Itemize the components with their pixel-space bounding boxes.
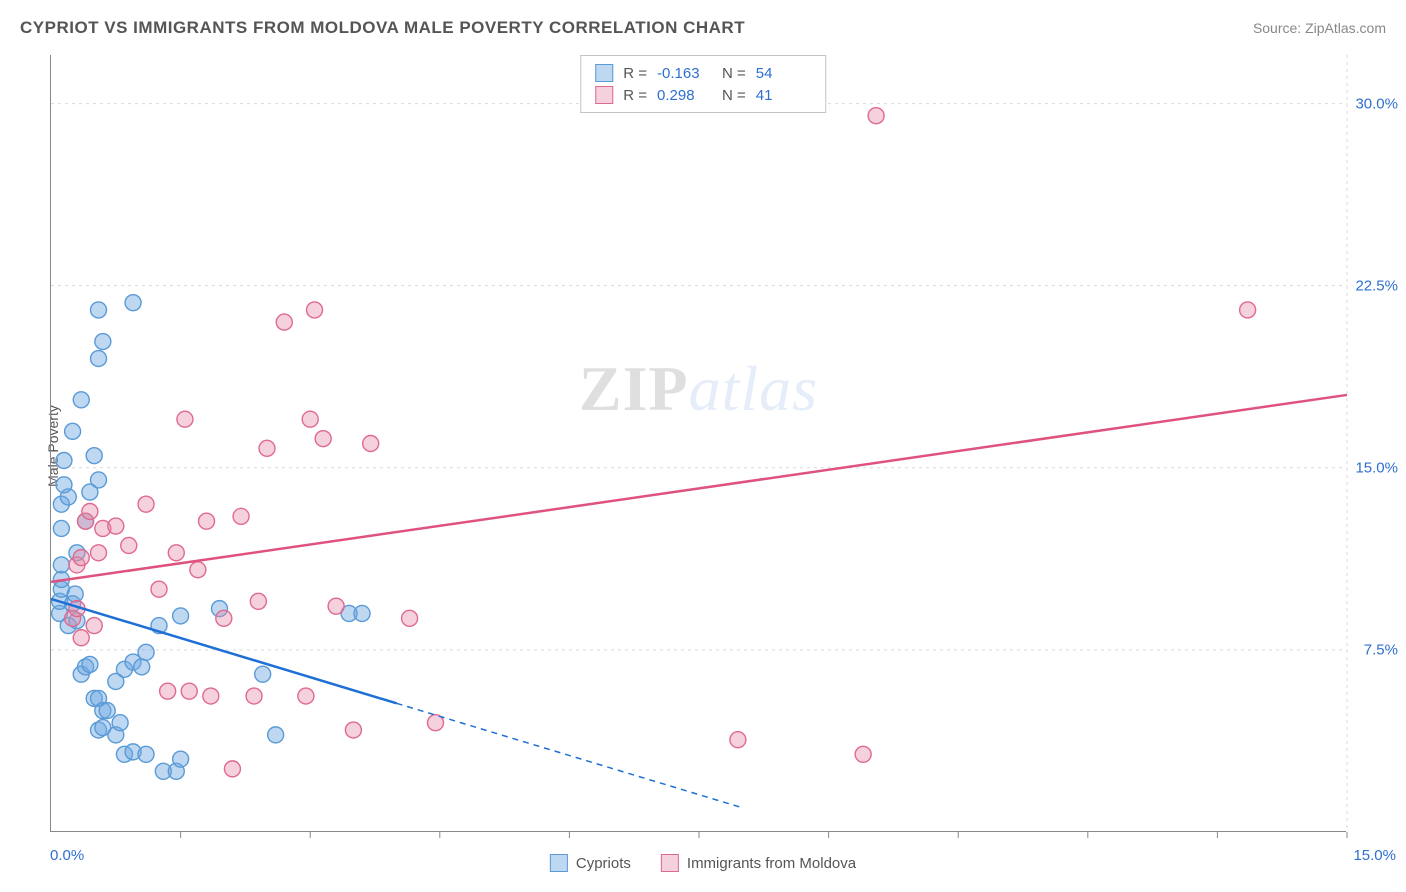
point-moldova xyxy=(730,732,746,748)
bottom-legend: Cypriots Immigrants from Moldova xyxy=(550,854,856,872)
point-cypriot xyxy=(73,392,89,408)
stats-legend-box: R = -0.163 N = 54 R = 0.298 N = 41 xyxy=(580,55,826,113)
y-tick-label: 15.0% xyxy=(1355,459,1398,476)
point-moldova xyxy=(216,610,232,626)
n-value-blue: 54 xyxy=(756,65,811,82)
point-moldova xyxy=(224,761,240,777)
point-moldova xyxy=(233,508,249,524)
point-moldova xyxy=(250,593,266,609)
r-value-pink: 0.298 xyxy=(657,87,712,104)
n-label: N = xyxy=(722,65,746,82)
point-cypriot xyxy=(91,472,107,488)
point-cypriot xyxy=(268,727,284,743)
point-cypriot xyxy=(173,608,189,624)
scatter-plot: ZIPatlas xyxy=(50,55,1346,832)
y-tick-label: 7.5% xyxy=(1364,641,1398,658)
y-tick-label: 22.5% xyxy=(1355,277,1398,294)
point-moldova xyxy=(363,436,379,452)
point-moldova xyxy=(73,550,89,566)
x-axis-origin-label: 0.0% xyxy=(50,847,84,864)
point-cypriot xyxy=(86,448,102,464)
point-moldova xyxy=(328,598,344,614)
point-moldova xyxy=(307,302,323,318)
r-label: R = xyxy=(623,65,647,82)
point-moldova xyxy=(151,581,167,597)
chart-title: CYPRIOT VS IMMIGRANTS FROM MOLDOVA MALE … xyxy=(20,18,745,38)
trendline-blue-dash xyxy=(397,703,743,807)
point-moldova xyxy=(259,440,275,456)
trendline-pink xyxy=(51,395,1347,582)
n-label: N = xyxy=(722,87,746,104)
n-value-pink: 41 xyxy=(756,87,811,104)
point-moldova xyxy=(315,431,331,447)
point-moldova xyxy=(177,411,193,427)
point-moldova xyxy=(199,513,215,529)
r-value-blue: -0.163 xyxy=(657,65,712,82)
point-moldova xyxy=(302,411,318,427)
swatch-pink-icon xyxy=(661,854,679,872)
point-moldova xyxy=(160,683,176,699)
point-moldova xyxy=(138,496,154,512)
r-label: R = xyxy=(623,87,647,104)
point-cypriot xyxy=(138,644,154,660)
point-cypriot xyxy=(99,703,115,719)
point-cypriot xyxy=(354,605,370,621)
point-cypriot xyxy=(112,715,128,731)
point-moldova xyxy=(82,503,98,519)
x-axis-end-label: 15.0% xyxy=(1353,847,1396,864)
point-moldova xyxy=(345,722,361,738)
point-moldova xyxy=(190,562,206,578)
point-moldova xyxy=(108,518,124,534)
swatch-pink-icon xyxy=(595,86,613,104)
point-moldova xyxy=(73,630,89,646)
point-cypriot xyxy=(53,520,69,536)
point-cypriot xyxy=(95,334,111,350)
point-moldova xyxy=(121,537,137,553)
point-cypriot xyxy=(65,423,81,439)
point-cypriot xyxy=(91,351,107,367)
point-cypriot xyxy=(56,477,72,493)
point-cypriot xyxy=(82,656,98,672)
point-cypriot xyxy=(56,452,72,468)
plot-svg xyxy=(51,55,1346,831)
point-moldova xyxy=(298,688,314,704)
point-cypriot xyxy=(255,666,271,682)
point-moldova xyxy=(181,683,197,699)
point-moldova xyxy=(1240,302,1256,318)
legend-label-cypriots: Cypriots xyxy=(576,855,631,872)
swatch-blue-icon xyxy=(550,854,568,872)
point-cypriot xyxy=(134,659,150,675)
point-moldova xyxy=(168,545,184,561)
point-cypriot xyxy=(53,557,69,573)
y-tick-label: 30.0% xyxy=(1355,95,1398,112)
point-cypriot xyxy=(91,302,107,318)
source-label: Source: ZipAtlas.com xyxy=(1253,20,1386,36)
point-moldova xyxy=(86,618,102,634)
point-moldova xyxy=(868,108,884,124)
point-cypriot xyxy=(138,746,154,762)
point-cypriot xyxy=(173,751,189,767)
point-moldova xyxy=(855,746,871,762)
point-cypriot xyxy=(125,295,141,311)
point-moldova xyxy=(402,610,418,626)
point-cypriot xyxy=(67,586,83,602)
point-moldova xyxy=(203,688,219,704)
point-moldova xyxy=(246,688,262,704)
point-moldova xyxy=(91,545,107,561)
point-moldova xyxy=(276,314,292,330)
swatch-blue-icon xyxy=(595,64,613,82)
legend-label-moldova: Immigrants from Moldova xyxy=(687,855,856,872)
